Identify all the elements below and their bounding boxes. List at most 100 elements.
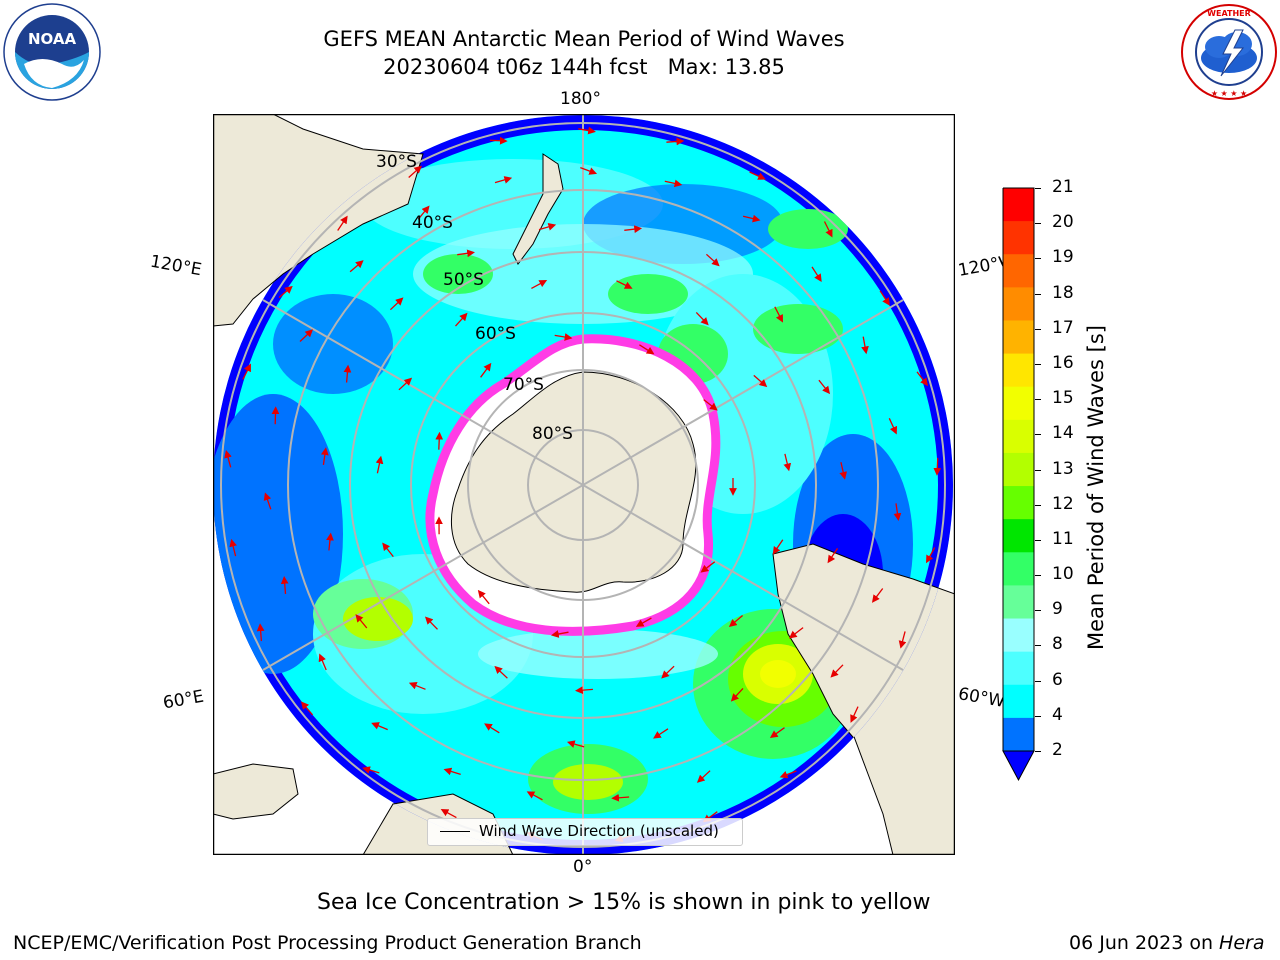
colorbar-tick-mark: [1035, 293, 1041, 295]
lon-label-180: 180°: [560, 89, 601, 109]
colorbar-tick-label: 21: [1052, 177, 1074, 197]
colorbar-segment: [1003, 684, 1034, 719]
colorbar-segment: [1003, 618, 1034, 653]
noaa-logo: NOAA: [3, 3, 101, 101]
wind-wave-arrow: [635, 617, 652, 627]
colorbar-segment: [1003, 585, 1034, 620]
colorbar-tick-label: 9: [1052, 599, 1063, 620]
colorbar-tick-label: 12: [1052, 493, 1074, 514]
colorbar-tick-mark: [1035, 504, 1041, 506]
colorbar-tick-mark: [1035, 680, 1041, 682]
wind-wave-arrow: [779, 770, 797, 779]
colorbar-tick-mark: [1035, 469, 1041, 471]
lat-label-30s: 30°S: [376, 152, 417, 172]
footer-credit: NCEP/EMC/Verification Post Processing Pr…: [13, 932, 642, 954]
wind-wave-arrow: [480, 362, 492, 378]
lat-label-80s: 80°S: [532, 424, 573, 444]
lat-label-50s: 50°S: [443, 270, 484, 290]
colorbar-tick-label: 17: [1052, 317, 1074, 338]
wind-wave-arrow: [362, 766, 380, 774]
chart-title-line2: 20230604 t06z 144h fcst Max: 13.85: [383, 55, 785, 79]
wind-wave-arrow: [326, 532, 334, 551]
colorbar-segment: [1003, 651, 1034, 686]
wind-wave-arrow: [256, 623, 265, 642]
colorbar-tick-label: 19: [1052, 247, 1074, 268]
wind-wave-arrow: [839, 462, 848, 480]
wind-wave-arrow: [700, 561, 716, 573]
antarctica-land: [450, 371, 697, 593]
colorbar-segment: [1003, 221, 1034, 255]
wind-wave-arrow: [408, 681, 426, 690]
wind-wave-arrow: [664, 179, 683, 188]
wind-wave-arrow: [343, 364, 352, 383]
wind-wave-arrow: [827, 548, 839, 564]
wind-wave-arrow: [435, 431, 444, 450]
wind-wave-arrow: [299, 329, 314, 342]
wind-wave-arrow: [772, 539, 784, 555]
wind-wave-arrow: [477, 589, 490, 605]
colorbar-tick-mark: [1035, 434, 1041, 436]
wind-wave-arrow: [375, 455, 384, 474]
wind-wave-arrow: [788, 627, 804, 639]
wind-wave-arrow: [300, 701, 314, 716]
wind-wave-arrow: [879, 290, 890, 306]
colorbar-tick-label: 16: [1052, 352, 1074, 373]
graticule: [220, 115, 946, 855]
colorbar-tick-mark: [1035, 258, 1041, 260]
colorbar-label: Mean Period of Wind Waves [s]: [1084, 325, 1108, 650]
wind-wave-arrow: [578, 126, 596, 135]
wind-wave-arrow: [566, 740, 585, 748]
wind-wave-arrow: [408, 165, 423, 178]
wind-wave-arrow: [742, 214, 761, 223]
colorbar-tick-label: 14: [1052, 423, 1074, 444]
colorbar-segment: [1003, 386, 1034, 421]
wind-wave-arrow: [933, 457, 942, 476]
colorbar-tick-label: 18: [1052, 282, 1074, 303]
wind-wave-arrow: [417, 205, 430, 220]
colorbar-tick-mark: [1035, 575, 1041, 577]
wind-wave-arrow: [661, 665, 675, 679]
colorbar-under-arrow: [1002, 750, 1035, 782]
wind-wave-arrow: [639, 344, 655, 355]
colorbar-tick-label: 6: [1052, 669, 1063, 690]
wind-wave-arrow: [484, 723, 500, 734]
colorbar-tick-label: 4: [1052, 704, 1063, 725]
wind-wave-arrow: [550, 630, 569, 638]
wind-wave-arrow: [753, 374, 768, 388]
wind-wave-arrow: [769, 727, 785, 739]
wind-wave-arrow: [489, 136, 508, 145]
colorbar-segment: [1003, 717, 1034, 752]
colorbar: [1002, 187, 1035, 782]
wind-wave-arrow: [705, 253, 720, 267]
wind-wave-arrow: [349, 260, 364, 273]
wind-wave-arrow: [653, 728, 669, 739]
nws-logo: WEATHER ★ ★ ★ ★: [1181, 4, 1277, 100]
legend-line-sample: [440, 831, 470, 832]
wind-wave-arrow: [455, 312, 468, 327]
colorbar-segment: [1003, 254, 1034, 288]
wind-wave-arrow: [695, 311, 709, 326]
wind-wave-arrow: [494, 665, 508, 679]
colorbar-tick-label: 8: [1052, 634, 1063, 655]
wind-wave-arrow: [850, 706, 859, 723]
wind-wave-arrow: [916, 371, 928, 387]
colorbar-tick-mark: [1035, 363, 1041, 365]
colorbar-segment: [1003, 519, 1034, 553]
wind-wave-arrow: [337, 215, 348, 231]
colorbar-segment: [1003, 486, 1034, 520]
wind-wave-arrow: [749, 171, 766, 180]
wind-wave-arrow: [730, 687, 744, 702]
wave-period-map: [213, 114, 955, 855]
wind-wave-arrow: [242, 363, 251, 380]
legend-label: Wind Wave Direction (unscaled): [479, 822, 719, 840]
wind-wave-arrow: [320, 447, 329, 465]
lon-label-120e: 120°E: [148, 251, 204, 281]
wind-wave-arrow: [611, 793, 630, 802]
wind-wave-arrow: [440, 809, 457, 819]
colorbar-tick-label: 11: [1052, 528, 1074, 549]
wind-wave-arrow: [278, 285, 293, 298]
footer-date: 06 Jun 2023 on Hera: [1069, 932, 1264, 954]
svg-text:WEATHER: WEATHER: [1207, 9, 1251, 18]
wind-wave-arrow: [355, 614, 368, 629]
colorbar-tick-mark: [1035, 539, 1041, 541]
